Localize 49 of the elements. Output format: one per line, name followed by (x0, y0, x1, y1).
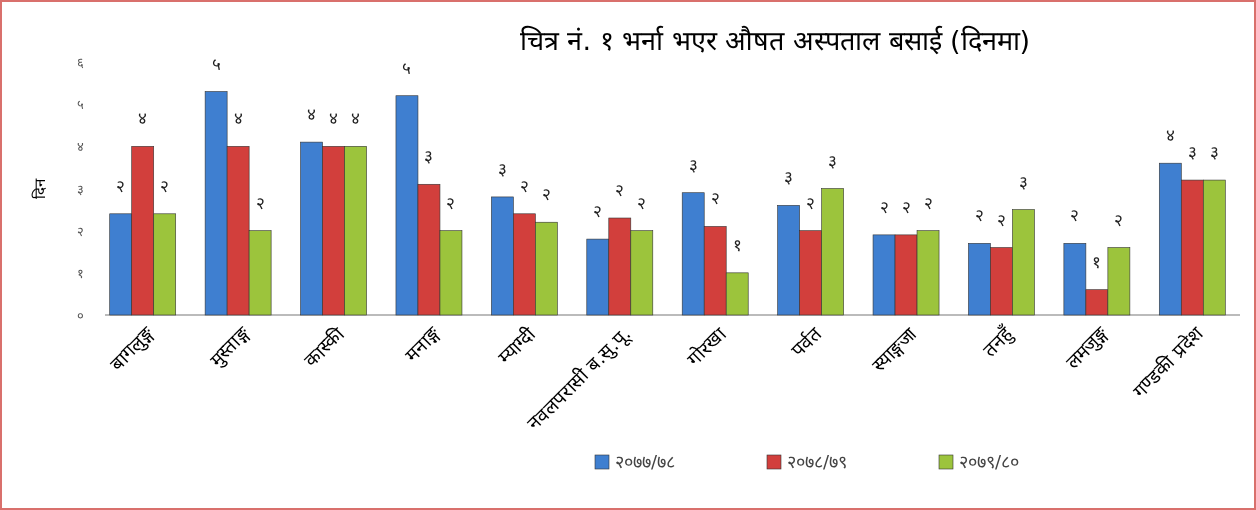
data-label: २ (901, 196, 911, 217)
data-label: ४ (138, 108, 148, 129)
data-label: ३ (1187, 142, 1197, 163)
data-label: २ (255, 192, 265, 213)
x-tick-label: पर्वत (786, 321, 827, 362)
y-tick-label: ३ (76, 181, 84, 197)
data-label: ३ (424, 146, 434, 167)
data-label: ३ (688, 154, 698, 175)
data-label: १ (1092, 251, 1102, 272)
data-label: २ (519, 175, 529, 196)
data-label: २ (541, 184, 551, 205)
data-label: ४ (307, 104, 317, 125)
data-label: ५ (211, 53, 221, 74)
data-label: २ (160, 175, 170, 196)
legend-label: २०७९/८० (959, 451, 1020, 472)
data-label: २ (615, 180, 625, 201)
data-label: २ (593, 201, 603, 222)
legend-label: २०७८/७९ (787, 451, 848, 472)
legend-label: २०७७/७८ (615, 451, 676, 472)
data-label: ३ (497, 158, 507, 179)
data-label: ४ (233, 108, 243, 129)
data-label: ३ (1209, 142, 1219, 163)
data-label: २ (116, 175, 126, 196)
y-tick-label: ४ (76, 139, 84, 155)
chart-title: चित्र नं. १ भर्ना भएर औषत अस्पताल बसाई (दिनमा) (519, 25, 1031, 56)
data-label: ४ (329, 108, 339, 129)
data-label: २ (974, 205, 984, 226)
data-label: ३ (1018, 171, 1028, 192)
y-tick-label: ६ (76, 55, 84, 70)
data-label: ३ (828, 150, 838, 171)
y-axis-title: दिन (31, 177, 49, 199)
data-label: ४ (1165, 125, 1175, 146)
data-label: २ (1114, 209, 1124, 230)
data-label: २ (996, 209, 1006, 230)
data-label: ५ (402, 57, 412, 78)
data-label: २ (637, 192, 647, 213)
y-tick-label: ५ (76, 97, 84, 113)
data-label: ३ (784, 167, 794, 188)
y-tick-label: १ (76, 265, 84, 281)
data-label: २ (879, 196, 889, 217)
data-label: १ (732, 234, 742, 255)
data-label: २ (446, 192, 456, 213)
data-label: २ (710, 188, 720, 209)
y-tick-label: २ (76, 223, 84, 239)
data-label: २ (923, 192, 933, 213)
y-tick-label: ० (76, 308, 84, 323)
data-label: २ (806, 192, 816, 213)
data-label: ४ (351, 108, 361, 129)
data-label: २ (1070, 205, 1080, 226)
